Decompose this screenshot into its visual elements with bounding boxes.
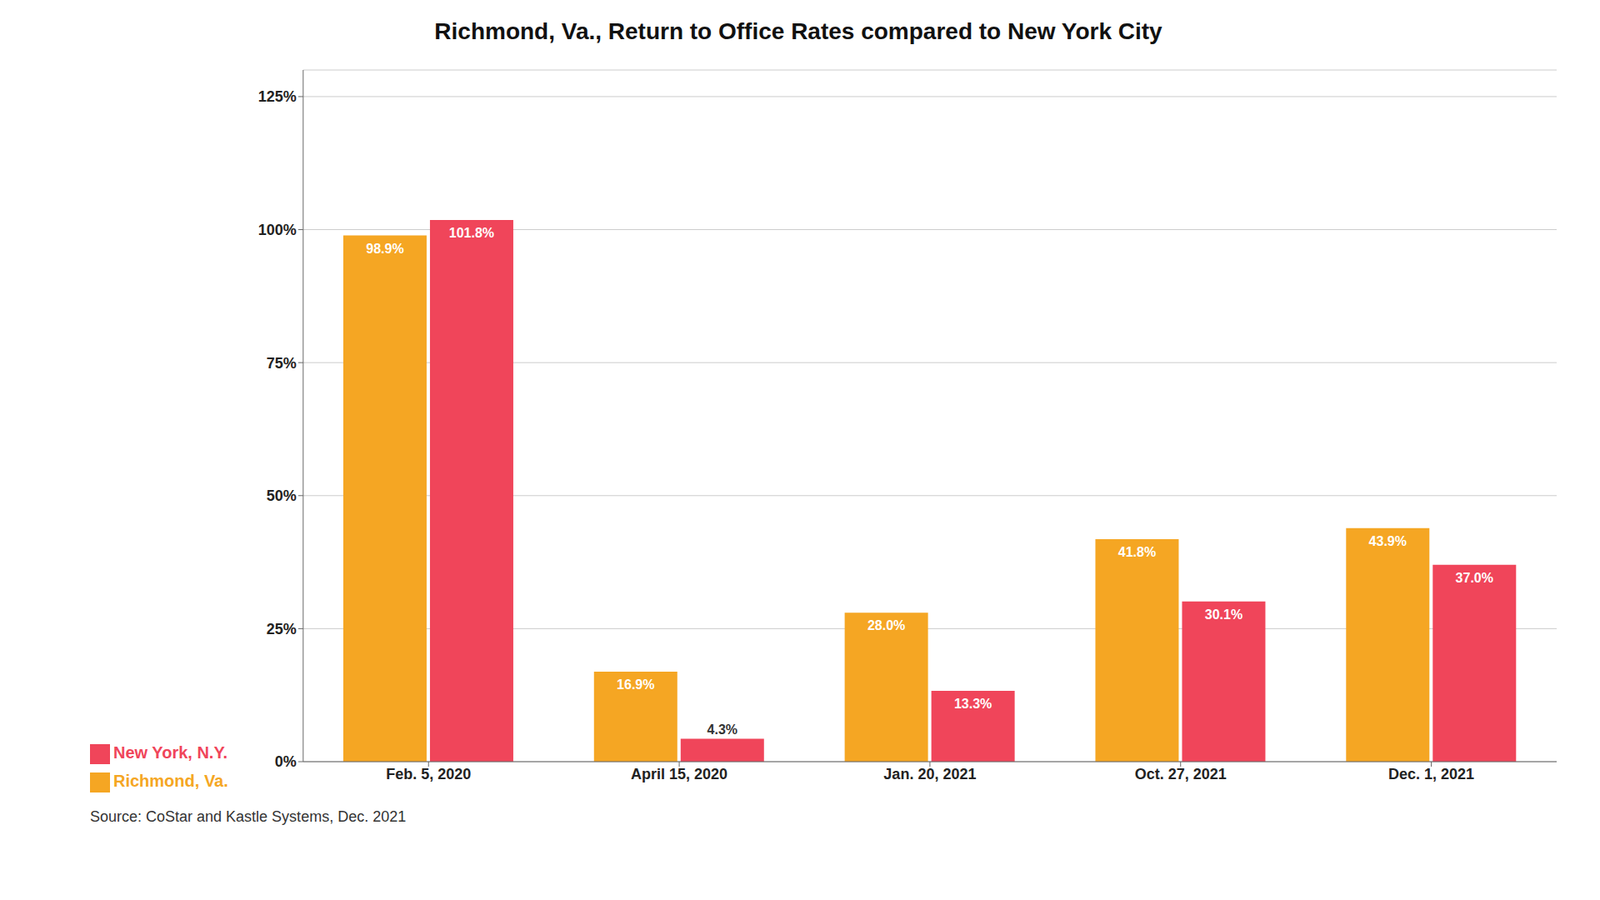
svg-text:4.3%: 4.3% [707, 722, 738, 737]
svg-text:125%: 125% [258, 88, 297, 105]
html-text:Richmond, Va.: Richmond, Va. [113, 771, 229, 790]
svg-text:37.0%: 37.0% [1455, 570, 1494, 585]
html-text:New York, N.Y.: New York, N.Y. [113, 743, 228, 762]
svg-text:April 15, 2020: April 15, 2020 [630, 765, 728, 783]
svg-text:30.1%: 30.1% [1205, 607, 1243, 622]
html-text:Source: CoStar and Kastle Syst: Source: CoStar and Kastle Systems, Dec. … [90, 808, 406, 825]
svg-text:Jan. 20, 2021: Jan. 20, 2021 [883, 765, 976, 783]
svg-text:16.9%: 16.9% [616, 677, 655, 692]
svg-text:75%: 75% [266, 355, 297, 372]
svg-text:98.9%: 98.9% [365, 241, 404, 256]
svg-text:41.8%: 41.8% [1118, 545, 1156, 560]
svg-text:25%: 25% [266, 620, 297, 638]
svg-text:13.3%: 13.3% [954, 696, 992, 711]
html-text:Richmond, Va., Return to Offic: Richmond, Va., Return to Office Rates co… [434, 18, 1163, 45]
svg-text:0%: 0% [275, 753, 297, 770]
svg-text:28.0%: 28.0% [867, 618, 905, 633]
svg-text:43.9%: 43.9% [1369, 534, 1407, 549]
svg-text:50%: 50% [266, 487, 297, 505]
svg-text:Feb. 5, 2020: Feb. 5, 2020 [385, 765, 471, 783]
svg-text:100%: 100% [258, 221, 297, 239]
svg-text:Dec. 1, 2021: Dec. 1, 2021 [1388, 765, 1475, 783]
svg-text:101.8%: 101.8% [449, 225, 495, 240]
svg-text:Oct. 27, 2021: Oct. 27, 2021 [1135, 765, 1227, 783]
